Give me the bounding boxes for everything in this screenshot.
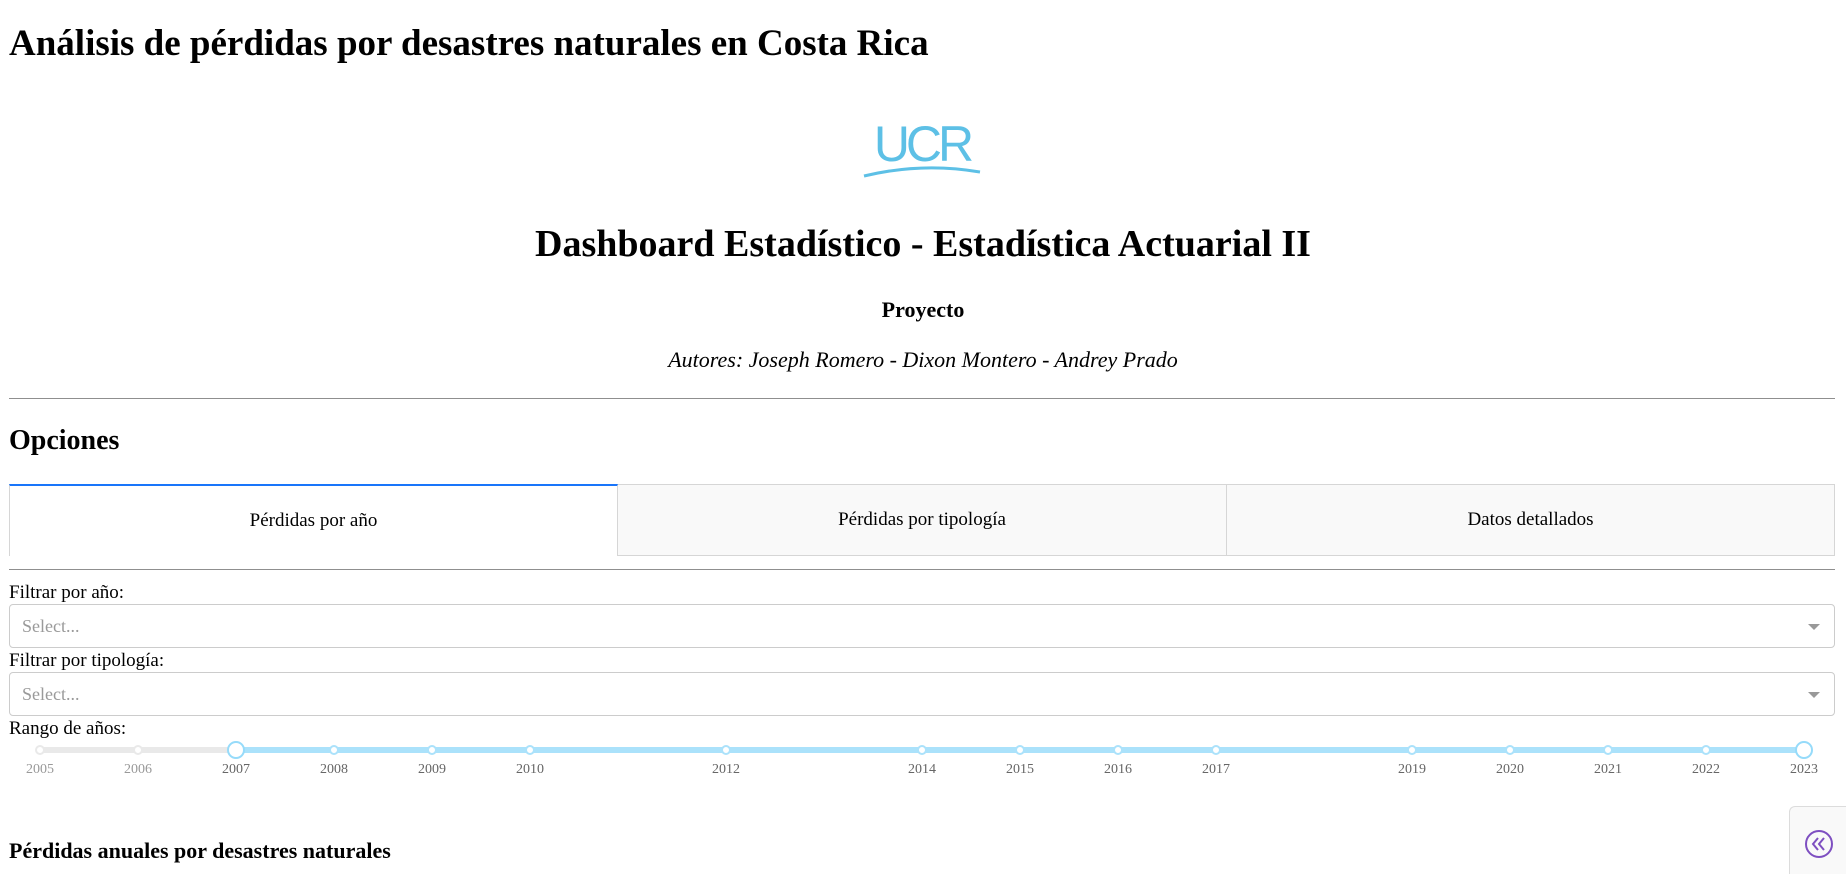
slider-dot[interactable]	[721, 745, 731, 755]
slider-mark-label[interactable]: 2021	[1594, 762, 1622, 777]
slider-dot[interactable]	[525, 745, 535, 755]
page-title: Análisis de pérdidas por desastres natur…	[9, 23, 929, 64]
divider	[9, 569, 1835, 570]
tab-bar: Pérdidas por año Pérdidas por tipología …	[9, 484, 1835, 558]
slider-mark-label[interactable]: 2020	[1496, 762, 1524, 777]
ucr-logo: UCR	[862, 118, 982, 178]
slider-mark-label[interactable]: 2014	[908, 762, 936, 777]
slider-handle-end[interactable]	[1795, 741, 1813, 759]
section-heading: Pérdidas anuales por desastres naturales	[9, 838, 391, 863]
slider-dot[interactable]	[1505, 745, 1515, 755]
slider-mark-label[interactable]: 2019	[1398, 762, 1426, 777]
project-label: Proyecto	[881, 297, 965, 322]
slider-dot[interactable]	[427, 745, 437, 755]
slider-dot[interactable]	[35, 745, 45, 755]
tab-perdidas-por-tipologia[interactable]: Pérdidas por tipología	[618, 484, 1227, 556]
slider-dot[interactable]	[1211, 745, 1221, 755]
chevron-down-icon[interactable]	[1808, 624, 1820, 630]
slider-mark-label[interactable]: 2005	[26, 762, 54, 777]
slider-mark-label[interactable]: 2010	[516, 762, 544, 777]
authors-line: Autores: Joseph Romero - Dixon Montero -…	[668, 347, 1178, 372]
slider-dot[interactable]	[1603, 745, 1613, 755]
year-filter-label: Filtrar por año:	[9, 582, 125, 603]
slider-dot[interactable]	[917, 745, 927, 755]
logo-text: UCR	[873, 116, 974, 172]
slider-mark-label[interactable]: 2016	[1104, 762, 1132, 777]
divider	[9, 398, 1835, 399]
year-filter-placeholder: Select...	[22, 616, 80, 636]
slider-dot[interactable]	[1015, 745, 1025, 755]
slider-dot[interactable]	[1701, 745, 1711, 755]
dashboard-title: Dashboard Estadístico - Estadística Actu…	[535, 223, 1311, 265]
slider-mark-label[interactable]: 2022	[1692, 762, 1720, 777]
slider-mark-label[interactable]: 2009	[418, 762, 446, 777]
slider-handle-start[interactable]	[227, 741, 245, 759]
year-filter-dropdown[interactable]: Select...	[9, 604, 1835, 648]
typology-filter-dropdown[interactable]: Select...	[9, 672, 1835, 716]
logo-swoosh-icon	[863, 166, 981, 178]
slider-mark-label[interactable]: 2012	[712, 762, 740, 777]
slider-mark-label[interactable]: 2015	[1006, 762, 1034, 777]
slider-mark-label[interactable]: 2008	[320, 762, 348, 777]
slider-mark-label[interactable]: 2007	[222, 762, 250, 777]
chevron-down-icon[interactable]	[1808, 692, 1820, 698]
tab-datos-detallados[interactable]: Datos detallados	[1227, 484, 1835, 556]
typology-filter-placeholder: Select...	[22, 684, 80, 704]
slider-dot[interactable]	[1113, 745, 1123, 755]
year-range-slider[interactable]: 2005 2006 2007 2008 2009 2010 2012 2014 2015 2016…	[0, 736, 1846, 784]
collapse-sidebar-button[interactable]	[1789, 806, 1846, 874]
year-range-label: Rango de años:	[9, 718, 127, 739]
slider-dot[interactable]	[1407, 745, 1417, 755]
typology-filter-label: Filtrar por tipología:	[9, 650, 165, 671]
slider-mark-label[interactable]: 2023	[1790, 762, 1818, 777]
slider-dot[interactable]	[133, 745, 143, 755]
double-chevron-left-icon	[1805, 830, 1833, 858]
slider-dot[interactable]	[329, 745, 339, 755]
slider-mark-label[interactable]: 2017	[1202, 762, 1230, 777]
slider-mark-label[interactable]: 2006	[124, 762, 152, 777]
tab-perdidas-por-anio[interactable]: Pérdidas por año	[9, 484, 618, 556]
options-heading: Opciones	[9, 425, 120, 456]
